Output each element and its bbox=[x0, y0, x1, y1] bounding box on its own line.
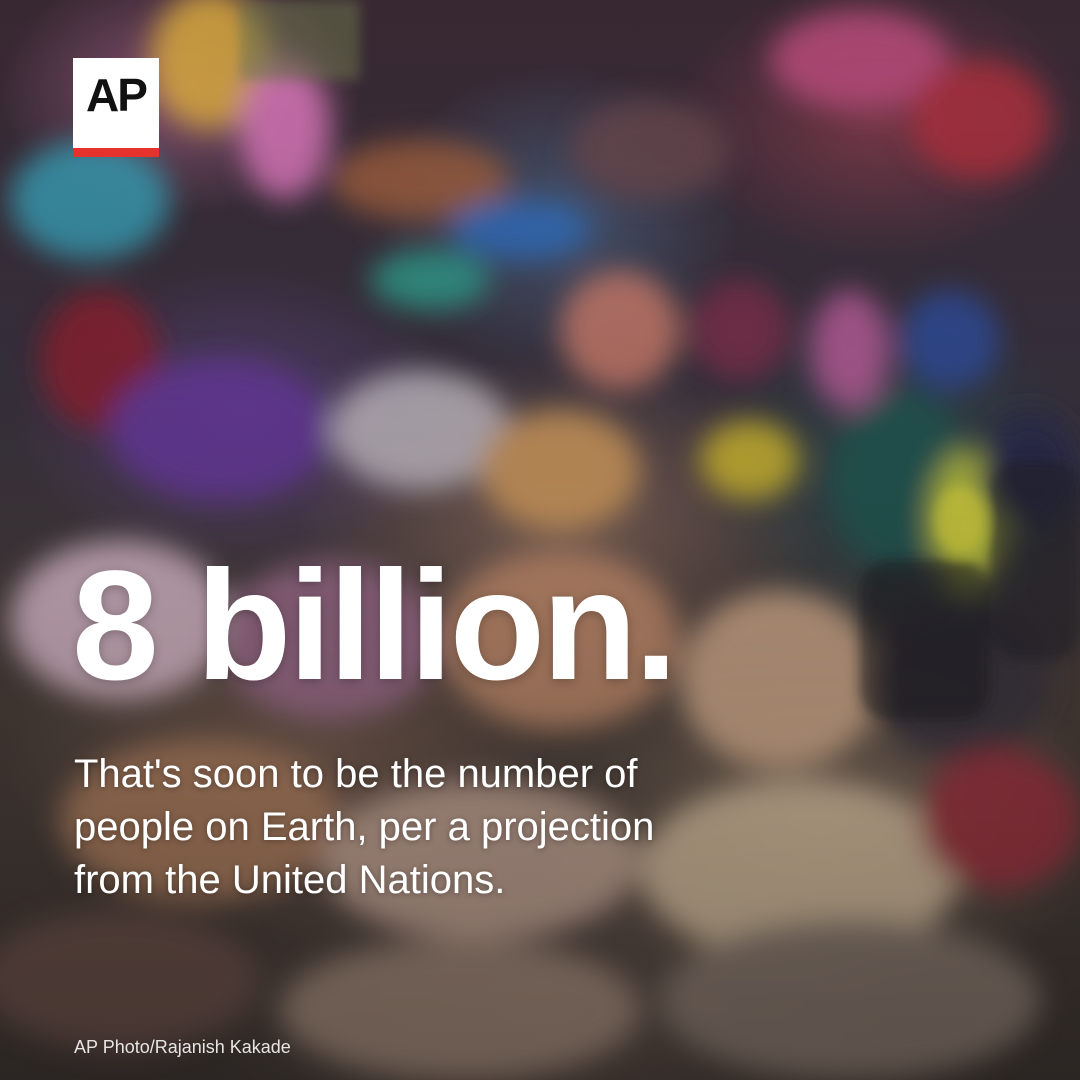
subtitle: That's soon to be the number of people o… bbox=[74, 752, 655, 902]
headline: 8 billion. bbox=[72, 539, 678, 713]
ap-logo: AP bbox=[73, 58, 159, 157]
photo-credit: AP Photo/Rajanish Kakade bbox=[74, 1037, 291, 1057]
ap-logo-accent-bar bbox=[73, 148, 159, 157]
ap-logo-text: AP bbox=[86, 69, 148, 121]
